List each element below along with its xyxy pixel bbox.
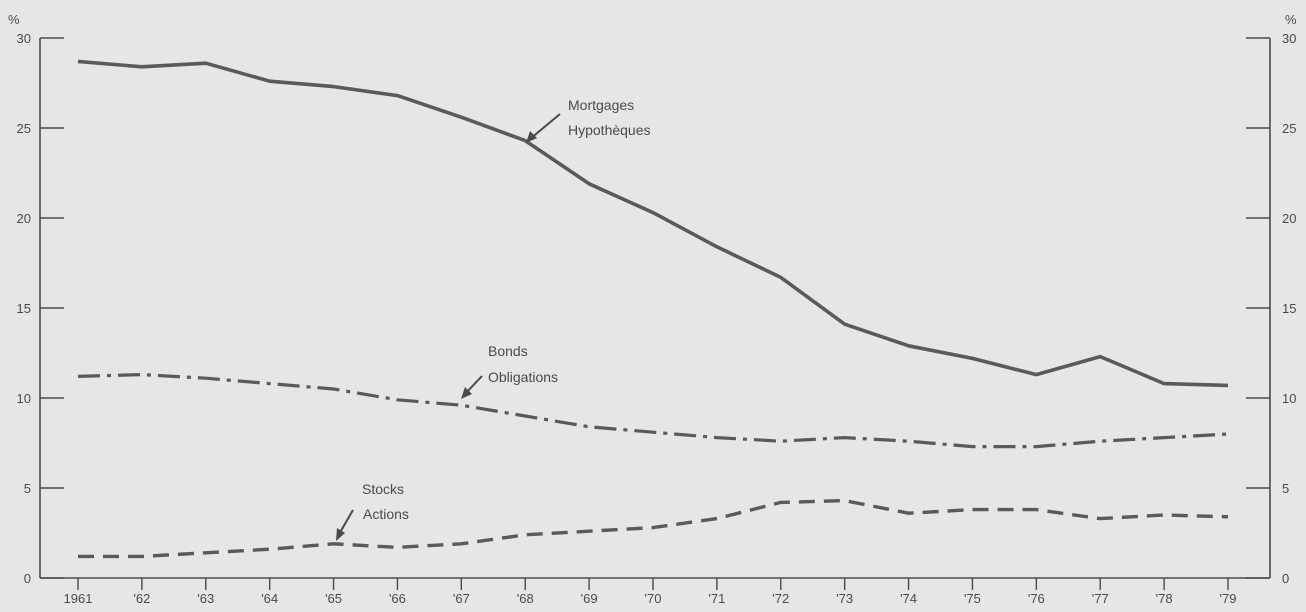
mortgages-arrowhead [526, 131, 537, 143]
y-tick-label-left: 25 [17, 121, 31, 136]
series-line-mortgages [78, 61, 1228, 385]
y-tick-label-left: 15 [17, 301, 31, 316]
x-tick-label: '77 [1092, 591, 1109, 606]
y-tick-label-left: 0 [24, 571, 31, 586]
x-tick-label: 1961 [64, 591, 93, 606]
y-unit-right: % [1285, 12, 1297, 27]
y-tick-label-right: 30 [1282, 31, 1296, 46]
x-tick-label: '75 [964, 591, 981, 606]
y-tick-label-left: 30 [17, 31, 31, 46]
x-tick-label: '64 [261, 591, 278, 606]
x-tick-label: '68 [517, 591, 534, 606]
y-unit-left: % [8, 12, 20, 27]
x-tick-label: '67 [453, 591, 470, 606]
x-tick-label: '69 [581, 591, 598, 606]
x-tick-label: '79 [1220, 591, 1237, 606]
x-tick-label: '73 [836, 591, 853, 606]
y-tick-label-right: 15 [1282, 301, 1296, 316]
bonds-label-line1: Bonds [488, 343, 528, 359]
y-tick-label-left: 5 [24, 481, 31, 496]
x-tick-label: '76 [1028, 591, 1045, 606]
y-tick-label-right: 5 [1282, 481, 1289, 496]
x-tick-label: '71 [708, 591, 725, 606]
bonds-label-line2: Obligations [488, 369, 558, 385]
y-tick-label-right: 10 [1282, 391, 1296, 406]
x-tick-label: '66 [389, 591, 406, 606]
mortgages-label-line1: Mortgages [568, 97, 634, 113]
x-tick-label: '72 [772, 591, 789, 606]
x-tick-label: '63 [197, 591, 214, 606]
x-tick-label: '70 [645, 591, 662, 606]
stocks-label-line2: Actions [363, 506, 409, 522]
mortgages-label-line2: Hypothèques [568, 122, 651, 138]
stocks-label-line1: Stocks [362, 481, 404, 497]
y-tick-label-right: 25 [1282, 121, 1296, 136]
y-tick-label-right: 20 [1282, 211, 1296, 226]
series-line-bonds [78, 375, 1228, 447]
y-tick-label-left: 20 [17, 211, 31, 226]
x-tick-label: '78 [1156, 591, 1173, 606]
x-tick-label: '65 [325, 591, 342, 606]
y-tick-label-left: 10 [17, 391, 31, 406]
mortgages-arrow-shaft [530, 114, 560, 139]
y-tick-label-right: 0 [1282, 571, 1289, 586]
x-tick-label: '74 [900, 591, 917, 606]
x-tick-label: '62 [133, 591, 150, 606]
